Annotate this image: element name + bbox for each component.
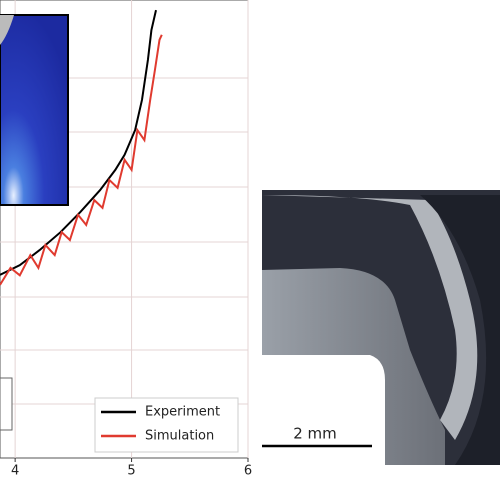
x-tick-label: 6	[244, 464, 252, 479]
series-line	[0, 9, 157, 276]
legend-label: Experiment	[145, 405, 220, 420]
side-box	[0, 377, 13, 431]
flow-line	[262, 195, 478, 440]
scale-bar-label: 2 mm	[293, 425, 337, 443]
inset-tool	[0, 15, 14, 45]
legend-box	[94, 397, 239, 453]
legend: Experiment Simulation	[94, 397, 239, 453]
cutout	[262, 355, 385, 465]
x-tick-label: 5	[127, 464, 135, 479]
legend-label: Simulation	[145, 429, 214, 444]
plot-area	[0, 0, 249, 459]
inset-image	[0, 14, 69, 206]
upper-part	[420, 195, 500, 465]
series-line	[0, 34, 163, 286]
inset	[0, 14, 69, 206]
micrograph: 2 mm	[262, 190, 500, 465]
x-tick-label: 4	[11, 464, 19, 479]
